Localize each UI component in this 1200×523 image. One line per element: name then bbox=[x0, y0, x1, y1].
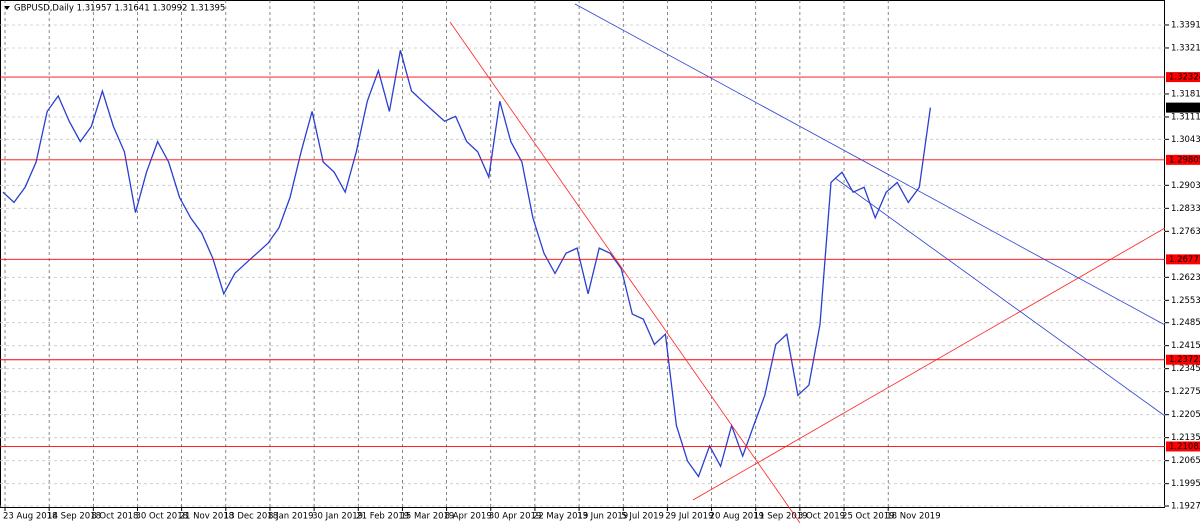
level-label: 1.26777 bbox=[1169, 255, 1200, 265]
y-tick-label: 1.21350 bbox=[1171, 433, 1200, 443]
y-tick-label: 1.27630 bbox=[1171, 227, 1200, 237]
x-tick-label: 30 Apr 2019 bbox=[489, 512, 542, 522]
price-label: 1.31395 bbox=[1169, 103, 1200, 113]
level-label: 1.23722 bbox=[1169, 355, 1200, 365]
x-tick-label: 21 Nov 2018 bbox=[180, 512, 234, 522]
y-tick-label: 1.31810 bbox=[1171, 89, 1200, 99]
trend-line bbox=[692, 227, 1166, 501]
x-tick-label: 5 Jul 2019 bbox=[621, 512, 664, 522]
y-tick-label: 1.30430 bbox=[1171, 135, 1200, 145]
plot-frame bbox=[0, 0, 1165, 508]
x-tick-label: 30 Jan 2019 bbox=[312, 512, 363, 522]
x-tick-label: 14 Sep 2018 bbox=[47, 512, 101, 522]
x-tick-label: 15 Mar 2019 bbox=[400, 512, 454, 522]
plot bbox=[0, 50, 1165, 478]
y-tick-label: 1.20650 bbox=[1171, 456, 1200, 466]
x-tick-label: 23 Aug 2018 bbox=[3, 512, 57, 522]
x-tick-label: 3 Oct 2019 bbox=[798, 512, 845, 522]
trend-line bbox=[834, 177, 1166, 417]
y-tick-label: 1.33910 bbox=[1171, 20, 1200, 30]
x-tick-label: 29 Jul 2019 bbox=[665, 512, 713, 522]
x-tick-label: 21 Feb 2019 bbox=[356, 512, 409, 522]
y-tick-label: 1.33210 bbox=[1171, 43, 1200, 53]
x-tick-label: 8 Jan 2019 bbox=[268, 512, 314, 522]
menu-arrow[interactable] bbox=[4, 6, 10, 10]
x-tick-label: 20 Aug 2019 bbox=[710, 512, 764, 522]
level-tag bbox=[1166, 72, 1200, 83]
chart-title: GBPUSD,Daily 1.31957 1.31641 1.30992 1.3… bbox=[14, 4, 225, 14]
x-tick-label: 8 Oct 2018 bbox=[91, 512, 138, 522]
trend-line bbox=[449, 21, 801, 523]
y-tick-label: 1.29030 bbox=[1171, 181, 1200, 191]
x-tick-label: 22 May 2019 bbox=[533, 512, 588, 522]
y-tick-label: 1.31110 bbox=[1171, 112, 1200, 122]
level-tag bbox=[1166, 254, 1200, 265]
y-tick-label: 1.19270 bbox=[1171, 502, 1200, 512]
x-tick-label: 11 Sep 2019 bbox=[754, 512, 808, 522]
y-tick-label: 1.24850 bbox=[1171, 318, 1200, 328]
level-label: 1.21083 bbox=[1169, 442, 1200, 452]
y-tick-label: 1.25530 bbox=[1171, 296, 1200, 306]
y-tick-label: 1.22750 bbox=[1171, 387, 1200, 397]
y-tick-label: 1.28330 bbox=[1171, 204, 1200, 214]
level-label: 1.29805 bbox=[1169, 155, 1200, 165]
x-tick-label: 8 Apr 2019 bbox=[445, 512, 492, 522]
level-label: 1.32324 bbox=[1169, 73, 1200, 83]
price-tag bbox=[1166, 102, 1200, 113]
price-line bbox=[2, 50, 932, 478]
level-tag bbox=[1166, 441, 1200, 452]
level-tag bbox=[1166, 354, 1200, 365]
x-tick-label: 13 Dec 2018 bbox=[224, 512, 278, 522]
trend-line bbox=[574, 3, 1166, 326]
level-tag bbox=[1166, 154, 1200, 165]
grid bbox=[0, 0, 1165, 508]
y-tick-label: 1.19950 bbox=[1171, 479, 1200, 489]
x-tick-label: 30 Oct 2018 bbox=[135, 512, 188, 522]
axis: 1.19270 1.19950 1.20650 1.21350 1.22050 1.227… bbox=[3, 20, 1200, 522]
y-tick-label: 1.23450 bbox=[1171, 364, 1200, 374]
x-tick-label: 13 Jun 2019 bbox=[577, 512, 628, 522]
y-tick-label: 1.22050 bbox=[1171, 410, 1200, 420]
x-tick-label: 18 Nov 2019 bbox=[886, 512, 940, 522]
y-tick-label: 1.26230 bbox=[1171, 273, 1200, 283]
y-tick-label: 1.24150 bbox=[1171, 341, 1200, 351]
x-tick-label: 25 Oct 2019 bbox=[842, 512, 895, 522]
